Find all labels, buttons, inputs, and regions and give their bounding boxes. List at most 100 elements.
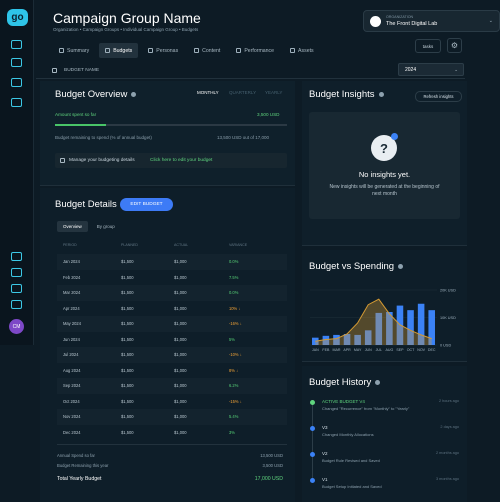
period-cell: Sep 2024 xyxy=(63,383,81,388)
chart-bar[interactable] xyxy=(343,334,351,345)
gear-icon[interactable]: ⚙ xyxy=(447,38,462,53)
variance-cell: 7.5% xyxy=(229,274,239,280)
x-tick-label: JUL xyxy=(376,348,382,352)
info-icon[interactable] xyxy=(131,91,137,97)
spend-progress-fill xyxy=(55,124,107,126)
info-icon[interactable] xyxy=(378,91,384,97)
trophy-icon[interactable] xyxy=(11,78,22,87)
variance-cell: 10% ↓ xyxy=(229,305,241,311)
period-yearly[interactable]: YEARLY xyxy=(265,90,283,95)
variance-cell: -15% ↓ xyxy=(229,398,242,404)
subtab-by-group[interactable]: By group xyxy=(96,224,115,229)
history-time: 3 months ago xyxy=(435,477,459,481)
table-row: Apr 2024 $1,500 $1,000 10% ↓ xyxy=(57,301,287,317)
budget-name-label: BUDGET NAME xyxy=(64,68,100,73)
edit-budget-button[interactable]: EDIT BUDGET xyxy=(120,198,173,211)
timeline-dot xyxy=(310,426,315,431)
tasks-button[interactable]: tasks xyxy=(415,39,441,53)
subtab-overview[interactable]: Overview xyxy=(57,221,88,232)
chart-bar[interactable] xyxy=(354,334,361,345)
chart-bar[interactable] xyxy=(364,330,372,345)
info-icon[interactable] xyxy=(375,379,381,385)
app-logo[interactable]: go xyxy=(7,9,28,26)
tab-summary[interactable]: Summary xyxy=(53,43,95,58)
settings-icon[interactable] xyxy=(11,284,22,293)
breadcrumb[interactable]: Organization • Campaign Groups • Individ… xyxy=(53,27,199,32)
map-icon[interactable] xyxy=(11,58,22,67)
period-cell: May 2024 xyxy=(63,321,81,326)
document-icon[interactable] xyxy=(11,300,22,309)
info-icon[interactable] xyxy=(398,263,404,269)
variance-cell: 0.0% xyxy=(229,259,239,264)
planned-cell: $1,500 xyxy=(121,352,134,357)
x-tick-label: JAN xyxy=(312,348,319,352)
summary-value: 17,000 USD xyxy=(254,476,283,482)
chart-bar[interactable] xyxy=(407,310,414,345)
variance-cell: 0.0% xyxy=(229,290,239,295)
period-quarterly[interactable]: QUARTERLY xyxy=(229,90,257,95)
planned-cell: $1,500 xyxy=(121,414,134,419)
page-title: Campaign Group Name xyxy=(53,10,201,26)
table-row: Jul 2024 $1,500 $1,000 -10% ↓ xyxy=(57,347,287,363)
history-version[interactable]: V2 xyxy=(322,451,328,456)
history-version[interactable]: V1 xyxy=(322,477,328,482)
period-cell: Aug 2024 xyxy=(63,367,81,373)
side-rail: go CM xyxy=(0,0,34,345)
empty-title: No insights yet. xyxy=(358,170,411,179)
chart-bar[interactable] xyxy=(333,334,340,345)
chart-bar[interactable] xyxy=(312,337,319,345)
org-name: The Front Digital Lab xyxy=(386,21,438,27)
budget-details-panel: Budget Details EDIT BUDGET Overview By g… xyxy=(40,188,295,502)
tab-budgets[interactable]: Budgets xyxy=(99,43,139,58)
actual-cell: $1,000 xyxy=(174,383,187,388)
history-time: 2 months ago xyxy=(435,451,459,455)
budget-overview-panel: Budget Overview MONTHLY QUARTERLY YEARLY… xyxy=(40,81,295,186)
x-tick-label: SEP xyxy=(396,348,404,352)
x-tick-label: MAR xyxy=(332,348,340,352)
table-row: Sep 2024 $1,500 $1,000 6.2% xyxy=(57,378,287,394)
assets-icon xyxy=(290,48,296,53)
x-tick-label: OCT xyxy=(407,348,415,352)
variance-cell: 5% xyxy=(229,336,235,342)
refresh-insights-button[interactable]: Refresh insights xyxy=(415,91,462,102)
x-tick-label: AUG xyxy=(385,348,393,352)
chart-bar[interactable] xyxy=(375,312,383,345)
planned-cell: $1,500 xyxy=(121,259,134,264)
table-row: Jun 2024 $1,500 $1,000 5% xyxy=(57,332,287,348)
actual-cell: $1,000 xyxy=(174,352,187,357)
performance-icon xyxy=(236,48,242,53)
summary-icon xyxy=(59,48,64,53)
org-switcher[interactable]: ORGANIZATION The Front Digital Lab ⌄ xyxy=(363,10,500,32)
edit-budget-link[interactable]: Click here to edit your budget xyxy=(150,158,213,163)
timeline-dot xyxy=(310,478,315,483)
history-version[interactable]: V3 xyxy=(322,425,328,430)
actual-cell: $1,000 xyxy=(174,336,187,342)
period-cell: Jun 2024 xyxy=(63,336,80,342)
chart-bar[interactable] xyxy=(386,312,393,345)
amount-spent-value: 3,500 USD xyxy=(257,112,280,117)
history-version[interactable]: ACTIVE BUDGET V4 xyxy=(322,399,365,404)
table-row: May 2024 $1,500 $1,000 -16% ↓ xyxy=(57,316,287,332)
grid-icon[interactable] xyxy=(11,40,22,49)
chart-bar[interactable] xyxy=(428,310,435,345)
actual-cell: $1,000 xyxy=(174,274,187,280)
search-icon: ? xyxy=(371,133,398,161)
avatar[interactable]: CM xyxy=(9,319,24,334)
period-monthly[interactable]: MONTHLY xyxy=(197,90,219,95)
year-select[interactable]: 2024 ⌄ xyxy=(398,63,464,76)
actual-cell: $1,000 xyxy=(174,321,187,326)
tab-assets[interactable]: Assets xyxy=(284,43,320,58)
chart-bar[interactable] xyxy=(417,303,425,345)
variance-cell: 3% xyxy=(229,429,235,435)
planned-cell: $1,500 xyxy=(121,290,134,295)
history-description: Budget Setup Initiated and Saved xyxy=(322,484,382,489)
calendar-icon[interactable] xyxy=(11,268,22,277)
link-icon[interactable] xyxy=(11,252,22,261)
tab-personas[interactable]: Personas xyxy=(142,43,184,58)
col-variance: VARIANCE xyxy=(229,243,248,247)
tab-bar: Summary Budgets Personas Content Perform… xyxy=(53,43,320,58)
users-icon[interactable] xyxy=(11,98,22,107)
tab-performance[interactable]: Performance xyxy=(230,43,280,58)
chart-bar[interactable] xyxy=(322,335,330,345)
tab-content[interactable]: Content xyxy=(188,43,226,58)
